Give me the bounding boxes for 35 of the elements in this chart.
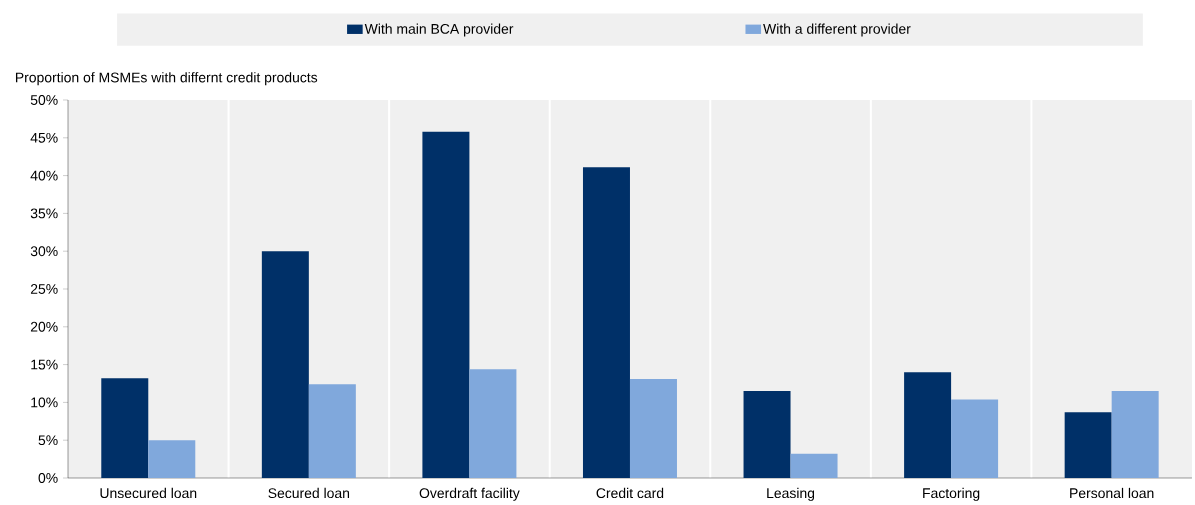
x-tick-label: Leasing	[767, 487, 815, 501]
bar	[790, 453, 838, 478]
x-tick-label: Credit card	[596, 487, 664, 499]
y-tick-label: 30%	[30, 246, 58, 257]
legend-label: With main BCA provider	[364, 23, 514, 37]
x-tick-label: Secured loan	[268, 487, 350, 499]
bar	[904, 372, 952, 478]
bar	[101, 378, 149, 478]
legend-label: With a different provider	[763, 23, 911, 37]
x-tick-label: Overdraft facility	[419, 487, 520, 501]
bar	[1111, 391, 1159, 478]
y-tick-label: 45%	[30, 132, 58, 143]
y-tick-label: 40%	[30, 170, 58, 181]
bar	[629, 378, 677, 478]
x-tick-label: Personal loan	[1070, 487, 1154, 499]
y-tick-label: 15%	[31, 359, 58, 370]
y-tick-label: 25%	[30, 284, 58, 294]
y-tick-label: 50%	[30, 95, 58, 105]
x-tick-label: Unsecured loan	[100, 487, 197, 499]
bar	[743, 391, 791, 478]
y-tick-label: 5%	[38, 435, 58, 446]
y-axis-title: Proportion of MSMEs with differnt credit products	[15, 72, 318, 86]
bar	[308, 384, 356, 478]
y-tick-label: 20%	[30, 321, 58, 332]
y-tick-label: 0%	[38, 473, 58, 483]
y-tick-label: 35%	[30, 208, 58, 219]
bar	[582, 167, 630, 478]
bar	[1064, 412, 1112, 478]
bar	[261, 251, 309, 478]
y-tick-label: 10%	[31, 397, 58, 408]
bar	[469, 369, 517, 478]
bar	[148, 440, 196, 478]
x-tick-label: Factoring	[923, 487, 980, 501]
bar	[422, 131, 470, 478]
bar	[951, 399, 999, 478]
